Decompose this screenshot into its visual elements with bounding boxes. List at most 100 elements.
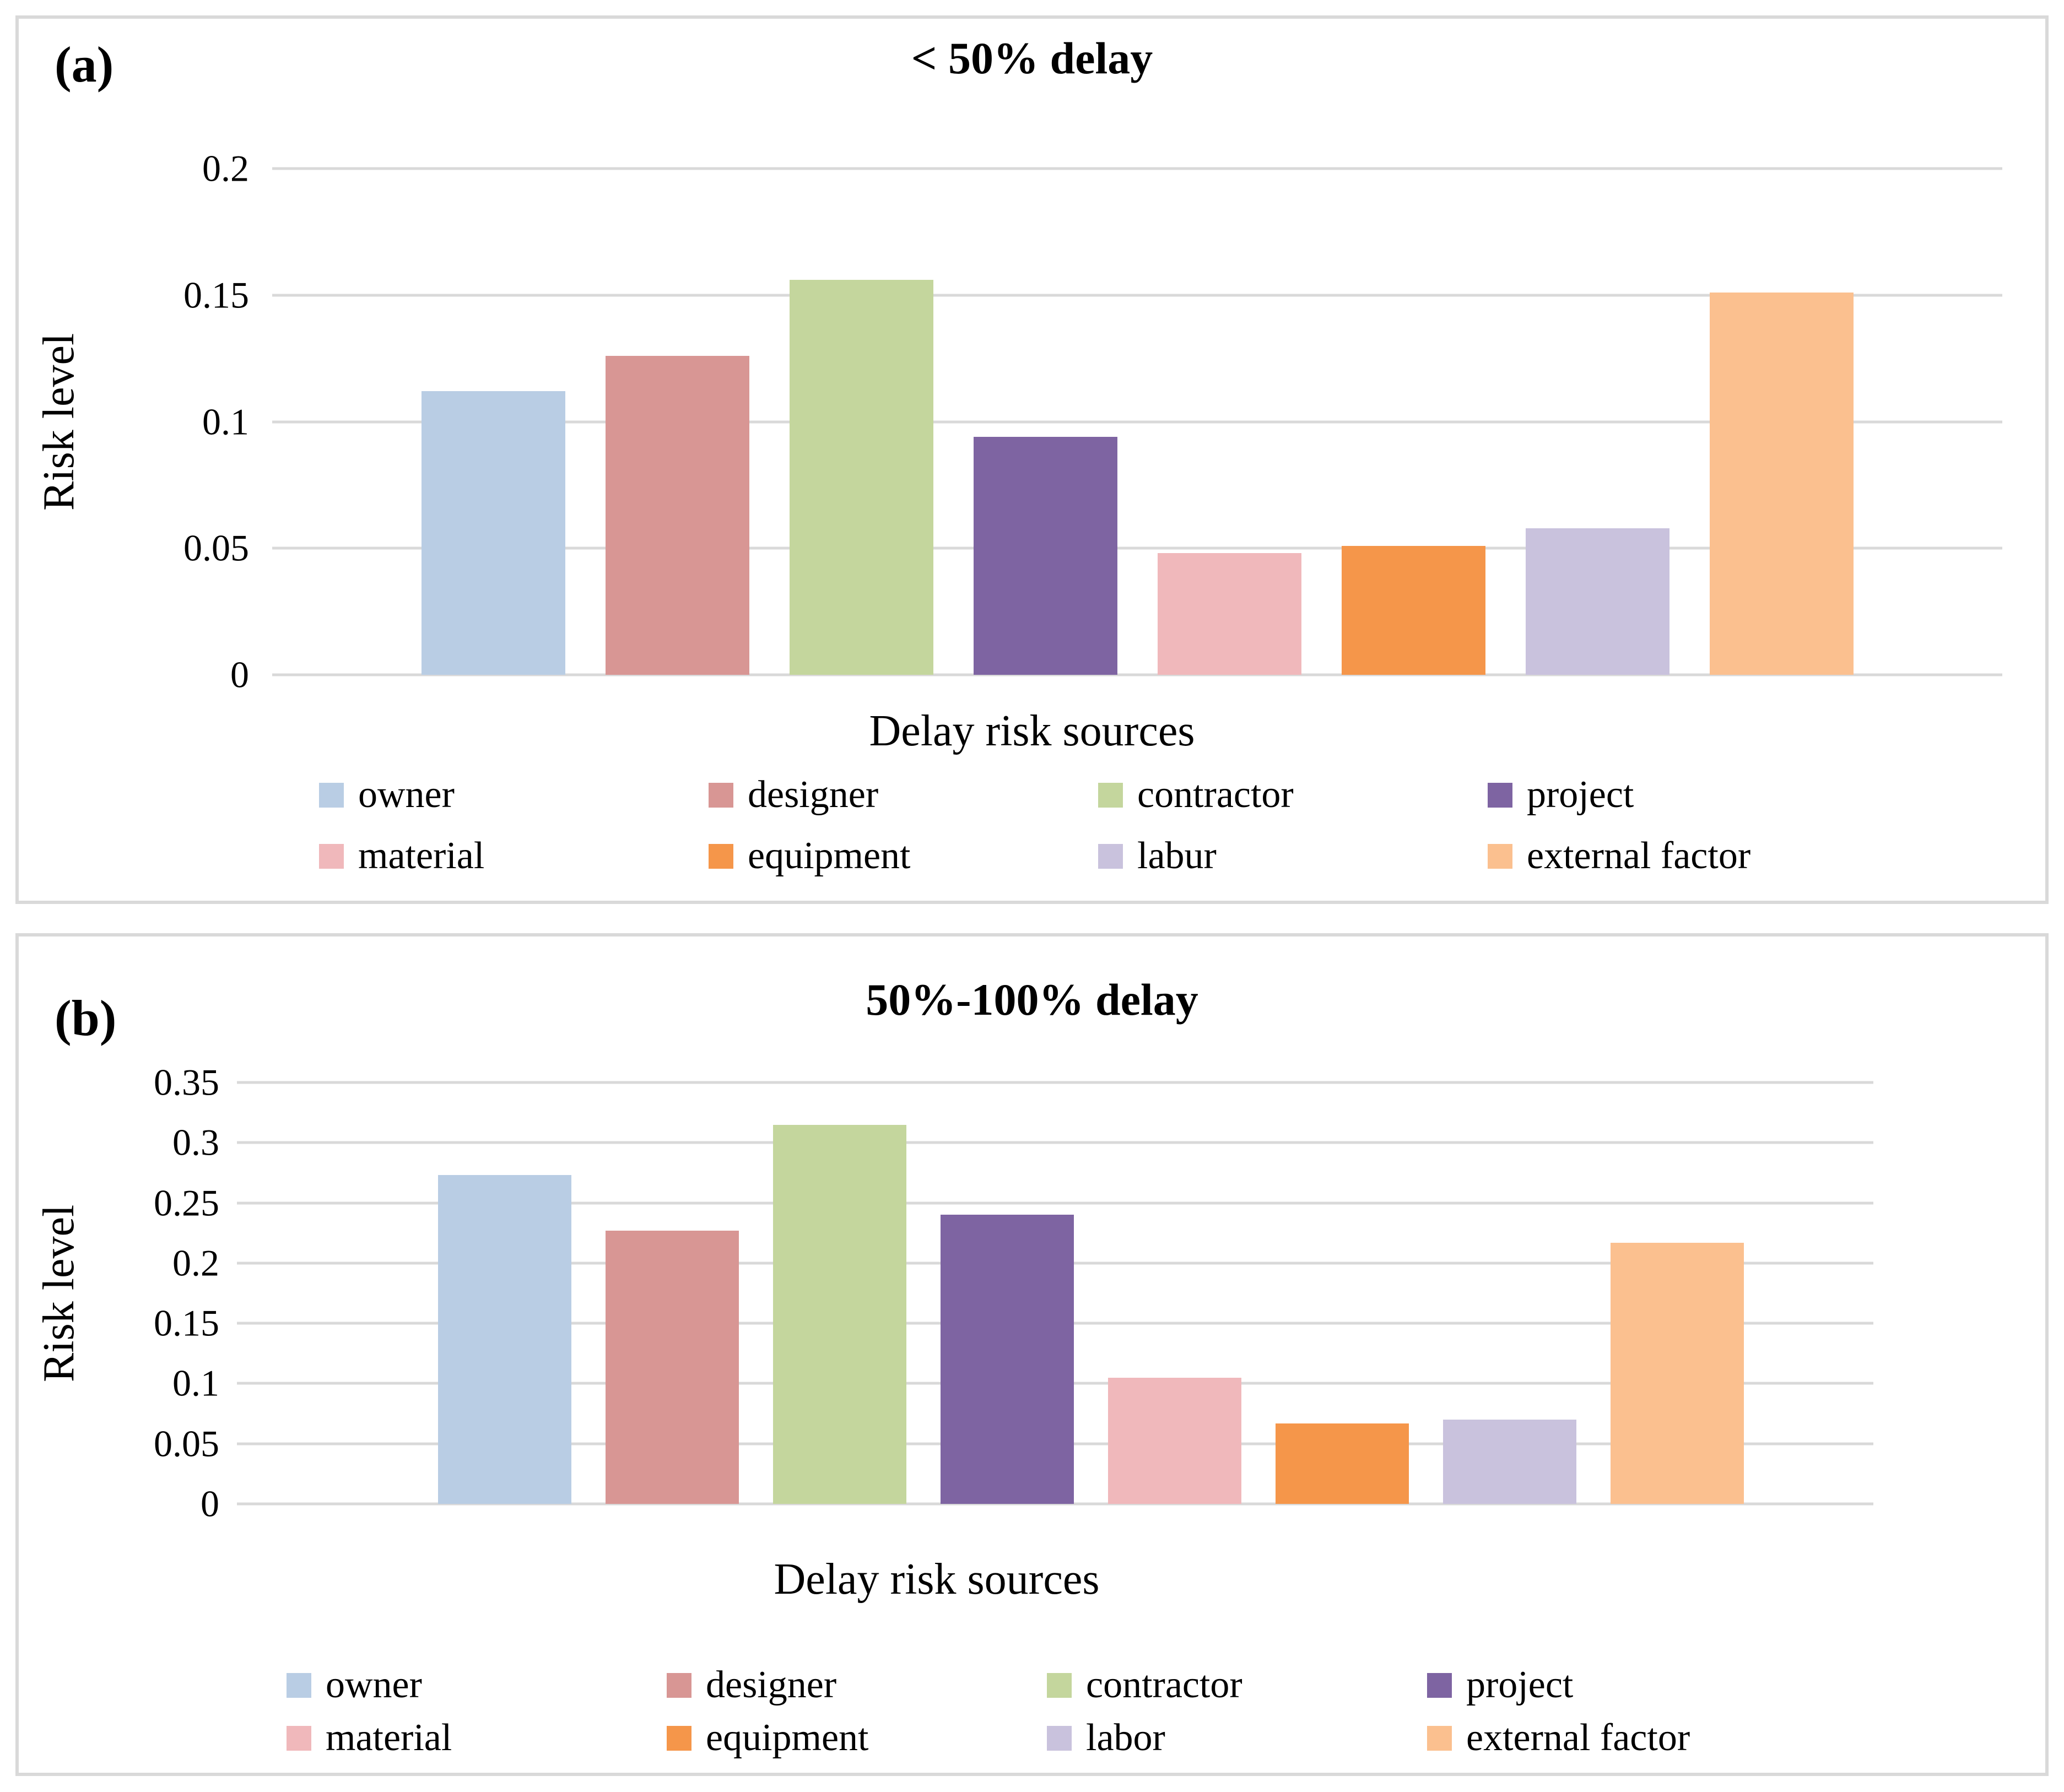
panel-a-y-axis-ticks: 0.2 0.15 0.1 0.05 0: [19, 148, 256, 696]
legend-swatch-project: [1427, 1672, 1452, 1698]
y-tick-label-0.05: 0.05: [183, 527, 249, 569]
bar-labur: [1525, 528, 1669, 675]
legend-swatch-labor: [1047, 1725, 1072, 1751]
bar-project: [973, 437, 1117, 675]
legend-label-project: project: [1527, 773, 1634, 816]
legend-label-contractor: contractor: [1086, 1664, 1242, 1706]
gridline-0.15: [272, 294, 2002, 297]
gridline-0.25: [237, 1201, 1873, 1205]
bar-external-factor: [1611, 1242, 1744, 1504]
y-tick-label-0.3: 0.3: [172, 1121, 219, 1163]
legend-item-material: material: [287, 1717, 667, 1759]
bar-designer: [605, 356, 749, 675]
panel-b-x-axis-title: Delay risk sources: [774, 1555, 1100, 1604]
legend-swatch-labur: [1098, 843, 1123, 869]
gridline-0.3: [237, 1141, 1873, 1144]
legend-item-external-factor: external factor: [1427, 1717, 1807, 1759]
y-tick-label-0.1: 0.1: [172, 1362, 219, 1404]
legend-swatch-project: [1488, 782, 1512, 808]
bar-project: [941, 1215, 1074, 1504]
legend-label-labor: labor: [1086, 1717, 1165, 1759]
panel-b-y-axis-ticks: 0.35 0.3 0.25 0.2 0.15 0.1 0.05 0: [19, 1062, 226, 1525]
legend-item-owner: owner: [287, 1664, 667, 1707]
legend-label-material: material: [358, 835, 485, 877]
legend-swatch-designer: [667, 1672, 691, 1698]
panel-a-corner-label: (a): [55, 36, 114, 93]
legend-swatch-owner: [319, 782, 344, 808]
legend-swatch-material: [319, 843, 344, 869]
legend-item-equipment: equipment: [709, 835, 1098, 878]
legend-item-material: material: [319, 835, 709, 878]
bar-contractor: [773, 1124, 906, 1504]
legend-label-material: material: [326, 1717, 452, 1759]
legend-item-labor: labor: [1047, 1717, 1427, 1759]
y-tick-label-0.05: 0.05: [154, 1422, 219, 1465]
legend-label-designer: designer: [748, 773, 879, 816]
legend-label-project: project: [1466, 1664, 1574, 1706]
y-tick-label-0.2: 0.2: [172, 1242, 219, 1284]
y-tick-label-0.2: 0.2: [202, 147, 249, 190]
panel-b-bars: [237, 1082, 1873, 1504]
y-tick-label-0.1: 0.1: [202, 400, 249, 442]
bar-material: [1108, 1377, 1241, 1504]
legend-item-project: project: [1427, 1664, 1807, 1707]
y-tick-label-0.25: 0.25: [154, 1182, 219, 1224]
legend-item-labur: labur: [1098, 835, 1488, 878]
panel-b-plot-area: [237, 1081, 1873, 1506]
legend-label-labur: labur: [1137, 835, 1217, 877]
panel-b: (b) 50%-100% delay Risk level 0.35 0.3 0.2…: [15, 933, 2049, 1776]
legend-item-project: project: [1488, 773, 1877, 816]
panel-a-bars: [272, 169, 2002, 675]
legend-item-designer: designer: [667, 1664, 1047, 1707]
legend-item-external-factor: external factor: [1488, 835, 1877, 878]
panel-a-chart-title: < 50% delay: [911, 33, 1153, 83]
legend-swatch-external-factor: [1427, 1725, 1452, 1751]
bar-material: [1157, 553, 1301, 675]
gridline-0.1: [272, 420, 2002, 423]
bar-external-factor: [1709, 293, 1854, 675]
legend-item-equipment: equipment: [667, 1717, 1047, 1759]
legend-item-contractor: contractor: [1047, 1664, 1427, 1707]
panel-a-gridlines: [272, 167, 2002, 676]
legend-label-owner: owner: [326, 1664, 422, 1706]
panel-b-chart-title: 50%-100% delay: [866, 974, 1198, 1025]
legend-label-owner: owner: [358, 773, 455, 816]
legend-swatch-external-factor: [1488, 843, 1512, 869]
legend-item-designer: designer: [709, 773, 1098, 816]
bar-equipment: [1341, 545, 1485, 675]
bar-equipment: [1276, 1423, 1409, 1504]
legend-label-external-factor: external factor: [1466, 1717, 1690, 1759]
legend-swatch-designer: [709, 782, 733, 808]
panel-a-x-axis-title: Delay risk sources: [869, 707, 1195, 755]
legend-item-contractor: contractor: [1098, 773, 1488, 816]
legend-label-external-factor: external factor: [1527, 835, 1751, 877]
y-tick-label-0: 0: [201, 1482, 219, 1525]
legend-swatch-contractor: [1047, 1672, 1072, 1698]
bar-owner: [438, 1175, 571, 1504]
gridline-0.05: [272, 546, 2002, 550]
legend-label-equipment: equipment: [748, 835, 911, 877]
y-tick-label-0.15: 0.15: [154, 1302, 219, 1344]
bar-contractor: [789, 280, 933, 675]
bar-labor: [1443, 1420, 1576, 1504]
legend-item-owner: owner: [319, 773, 709, 816]
panel-a-plot-area: [272, 167, 2002, 676]
legend-swatch-equipment: [667, 1725, 691, 1751]
y-tick-label-0.15: 0.15: [183, 274, 249, 316]
legend-swatch-contractor: [1098, 782, 1123, 808]
panel-b-corner-label: (b): [55, 990, 117, 1046]
gridline-0.35: [237, 1081, 1873, 1084]
legend-swatch-material: [287, 1725, 311, 1751]
gridline-0.2: [272, 167, 2002, 170]
gridline-0: [237, 1502, 1873, 1506]
y-tick-label-0: 0: [230, 653, 249, 696]
panel-a-legend: owner designer contractor project material eq…: [319, 773, 1877, 878]
legend-swatch-equipment: [709, 843, 733, 869]
bar-designer: [606, 1230, 739, 1504]
legend-label-equipment: equipment: [706, 1717, 869, 1759]
bar-owner: [421, 391, 565, 675]
y-tick-label-0.35: 0.35: [154, 1061, 219, 1103]
gridline-0: [272, 673, 2002, 676]
legend-label-designer: designer: [706, 1664, 837, 1706]
panel-a: (a) < 50% delay Risk level 0.2 0.15 0.1 0.0…: [15, 15, 2049, 904]
